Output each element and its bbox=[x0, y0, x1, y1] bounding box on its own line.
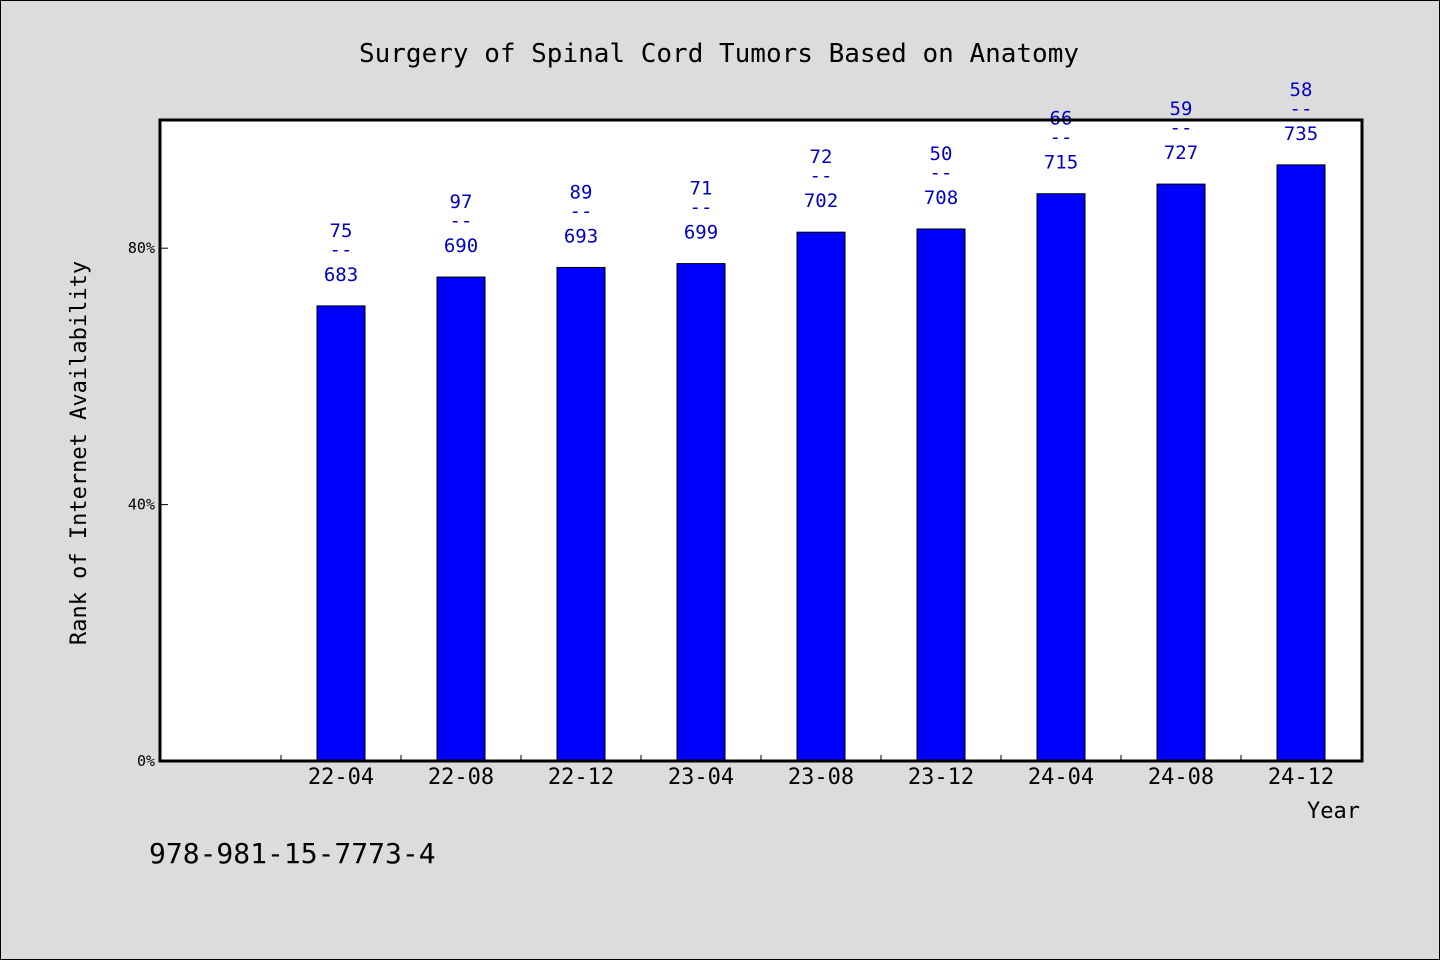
data-label-bottom-23-04: 699 bbox=[684, 222, 718, 244]
x-tick-label-24-12: 24-12 bbox=[1268, 765, 1334, 790]
data-label-bottom-24-08: 727 bbox=[1164, 142, 1198, 164]
x-tick-label-23-12: 23-12 bbox=[908, 765, 974, 790]
y-axis-ticks: 0% 40% 80% bbox=[128, 239, 168, 770]
data-label-sep-24-12: -- bbox=[1290, 98, 1313, 120]
bar-24-04 bbox=[1036, 193, 1086, 762]
x-tick-label-22-08: 22-08 bbox=[428, 765, 494, 790]
data-label-sep-24-04: -- bbox=[1050, 127, 1073, 149]
data-label-sep-24-08: -- bbox=[1170, 117, 1193, 139]
data-label-bottom-22-08: 690 bbox=[444, 235, 478, 257]
bar-22-04 bbox=[316, 305, 366, 762]
data-label-sep-23-08: -- bbox=[810, 165, 833, 187]
data-label-bottom-24-12: 735 bbox=[1284, 123, 1318, 145]
data-label-sep-22-12: -- bbox=[570, 200, 593, 222]
x-axis-title: Year bbox=[1307, 799, 1360, 824]
chart-title: Surgery of Spinal Cord Tumors Based on A… bbox=[359, 39, 1079, 69]
y-axis-title: Rank of Internet Availability bbox=[67, 261, 92, 645]
x-tick-label-23-04: 23-04 bbox=[668, 765, 734, 790]
footer-isbn: 978-981-15-7773-4 bbox=[149, 837, 436, 870]
data-label-bottom-22-04: 683 bbox=[324, 264, 358, 286]
data-label-sep-22-08: -- bbox=[450, 210, 473, 232]
data-label-bottom-23-08: 702 bbox=[804, 190, 838, 212]
bar-23-12 bbox=[916, 228, 966, 762]
data-label-sep-23-12: -- bbox=[930, 162, 953, 184]
data-label-top-22-12: 89 bbox=[570, 181, 593, 203]
bar-22-12 bbox=[556, 266, 606, 762]
y-tick-label-1: 40% bbox=[128, 496, 155, 514]
data-label-top-24-08: 59 bbox=[1170, 98, 1193, 120]
data-label-top-23-12: 50 bbox=[930, 143, 953, 165]
x-tick-label-23-08: 23-08 bbox=[788, 765, 854, 790]
data-label-sep-23-04: -- bbox=[690, 197, 713, 219]
bars bbox=[316, 164, 1326, 762]
data-label-bottom-24-04: 715 bbox=[1044, 152, 1078, 174]
data-label-top-22-04: 75 bbox=[330, 220, 353, 242]
data-label-sep-22-04: -- bbox=[330, 239, 353, 261]
x-tick-label-24-04: 24-04 bbox=[1028, 765, 1094, 790]
bar-22-08 bbox=[436, 276, 486, 762]
bar-23-08 bbox=[796, 231, 846, 762]
data-label-top-23-08: 72 bbox=[810, 146, 833, 168]
data-label-top-24-12: 58 bbox=[1290, 79, 1313, 101]
bar-24-08 bbox=[1156, 183, 1206, 762]
x-tick-label-22-12: 22-12 bbox=[548, 765, 614, 790]
data-label-top-22-08: 97 bbox=[450, 191, 473, 213]
data-label-top-23-04: 71 bbox=[690, 178, 713, 200]
x-tick-label-24-08: 24-08 bbox=[1148, 765, 1214, 790]
bar-23-04 bbox=[676, 263, 726, 762]
y-tick-label-2: 80% bbox=[128, 239, 155, 257]
data-label-bottom-23-12: 708 bbox=[924, 187, 958, 209]
data-labels: 75--68397--69089--69371--69972--70250--7… bbox=[324, 79, 1318, 286]
data-label-bottom-22-12: 693 bbox=[564, 225, 598, 247]
y-tick-label-0: 0% bbox=[137, 752, 155, 770]
bar-24-12 bbox=[1276, 164, 1326, 762]
x-tick-label-22-04: 22-04 bbox=[308, 765, 374, 790]
x-axis-ticks: 22-04 22-08 22-12 23-04 23-08 23-12 24-04 24-08… bbox=[280, 755, 1362, 790]
